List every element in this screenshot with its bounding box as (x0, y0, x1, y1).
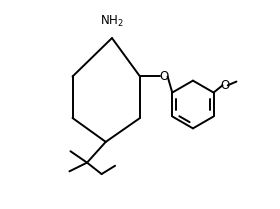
Text: O: O (220, 79, 230, 92)
Text: NH$_2$: NH$_2$ (100, 14, 124, 29)
Text: O: O (159, 70, 169, 83)
